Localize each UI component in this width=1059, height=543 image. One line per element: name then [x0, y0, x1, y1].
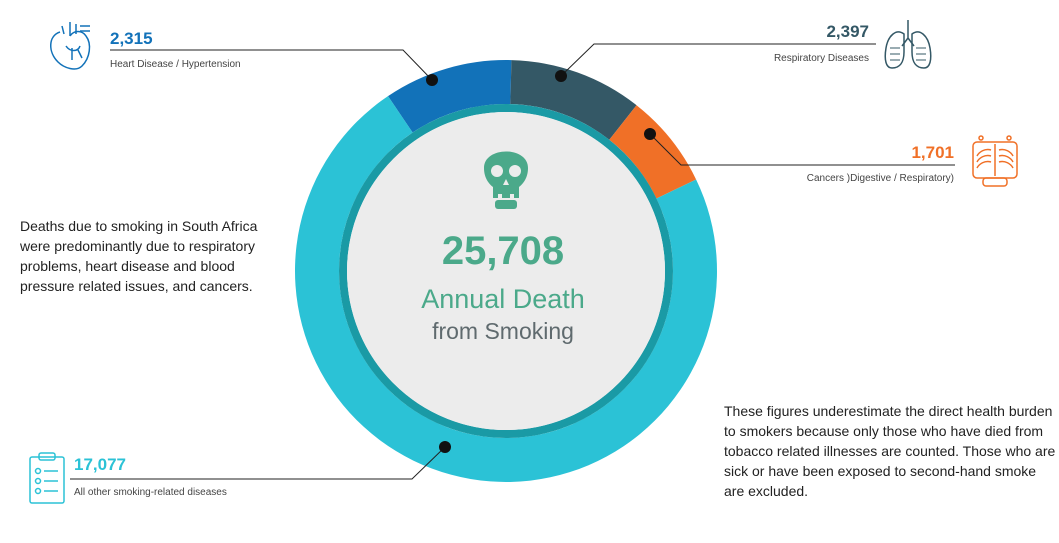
total-deaths-value: 25,708 [442, 229, 564, 273]
callout-line [649, 133, 955, 166]
cancers-label: 1,701 Cancers )Digestive / Respiratory) [807, 143, 954, 184]
callout-dot [439, 441, 451, 453]
other-diseases-label: 17,077 All other smoking-related disease… [74, 455, 227, 498]
slice-value: 17,077 [74, 455, 126, 474]
callout-line [560, 43, 876, 77]
donut-slice-heart [388, 60, 512, 133]
donut-ring [295, 60, 717, 483]
callout-heart [110, 49, 438, 86]
donut-slice-ribcage [609, 105, 697, 199]
slice-label: Cancers )Digestive / Respiratory) [807, 173, 954, 184]
left-description: Deaths due to smoking in South Africa we… [20, 218, 258, 294]
slice-value: 2,397 [826, 22, 869, 41]
callout-line [70, 446, 446, 480]
right-description: These figures underestimate the direct h… [724, 403, 1056, 499]
callout-dot [426, 74, 438, 86]
center-title: Annual Death [421, 284, 585, 314]
respiratory-label: 2,397 Respiratory Diseases [774, 22, 869, 64]
ribcage-icon [972, 135, 1018, 187]
lungs-icon [884, 20, 932, 69]
heart-disease-label: 2,315 Heart Disease / Hypertension [110, 29, 241, 70]
slice-value: 2,315 [110, 29, 153, 48]
donut-inner-ring [339, 104, 673, 438]
callout-respiratory [555, 43, 876, 82]
slice-value: 1,701 [911, 143, 954, 162]
callout-other [70, 441, 451, 480]
center-subtitle: from Smoking [432, 318, 574, 344]
callout-dot [644, 128, 656, 140]
slice-label: Respiratory Diseases [774, 53, 869, 64]
donut-center [347, 112, 665, 430]
heart-icon [50, 22, 91, 70]
slice-label: Heart Disease / Hypertension [110, 59, 241, 70]
skull-icon [484, 151, 528, 209]
donut-slice-lungs [510, 60, 637, 140]
clipboard-icon [29, 452, 65, 504]
slice-label: All other smoking-related diseases [74, 487, 227, 498]
callout-cancers [644, 128, 955, 166]
callout-line [110, 49, 433, 81]
callout-dot [555, 70, 567, 82]
